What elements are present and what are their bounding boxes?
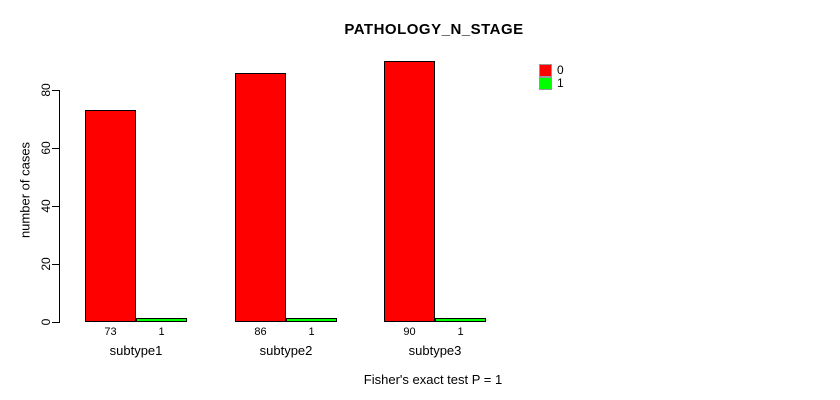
- chart-title: PATHOLOGY_N_STAGE: [344, 21, 524, 38]
- y-tick-label: 80: [39, 83, 53, 97]
- bar-value-label: 86: [254, 326, 267, 338]
- bar-subtype3-series1: [435, 318, 486, 322]
- x-category-label-subtype2: subtype2: [259, 343, 313, 358]
- bar-subtype1-series0: [85, 110, 136, 322]
- fisher-test-caption: Fisher's exact test P = 1: [363, 372, 503, 387]
- y-tick: [52, 206, 59, 207]
- x-category-label-subtype1: subtype1: [109, 343, 163, 358]
- legend-swatch-icon: [539, 64, 552, 77]
- legend-entry-1: 1: [539, 77, 564, 90]
- y-tick: [52, 322, 59, 323]
- legend-label: 1: [557, 76, 564, 90]
- bar-value-label: 90: [403, 326, 416, 338]
- y-axis-line: [59, 90, 60, 323]
- bar-subtype2-series1: [286, 318, 337, 322]
- x-category-label-subtype3: subtype3: [408, 343, 462, 358]
- y-axis-label: number of cases: [17, 141, 33, 239]
- bar-value-label: 1: [457, 326, 464, 338]
- bar-value-label: 1: [308, 326, 315, 338]
- bar-value-label: 73: [104, 326, 117, 338]
- y-tick-label: 0: [39, 318, 53, 326]
- y-tick-label: 60: [39, 141, 53, 155]
- y-tick-label: 20: [39, 257, 53, 271]
- y-tick: [52, 148, 59, 149]
- bar-subtype1-series1: [136, 318, 187, 322]
- y-tick: [52, 90, 59, 91]
- legend-swatch-icon: [539, 77, 552, 90]
- legend-entry-0: 0: [539, 64, 564, 77]
- bar-subtype3-series0: [384, 61, 435, 322]
- bar-value-label: 1: [158, 326, 165, 338]
- legend-label: 0: [557, 63, 564, 77]
- y-tick: [52, 264, 59, 265]
- y-tick-label: 40: [39, 199, 53, 213]
- bar-subtype2-series0: [235, 73, 286, 322]
